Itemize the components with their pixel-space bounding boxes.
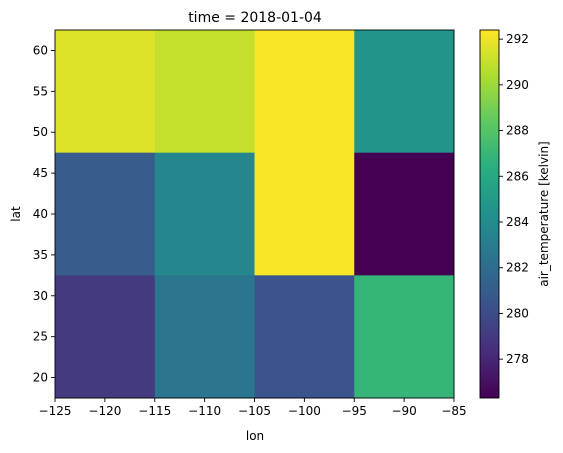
heatmap-cell bbox=[55, 275, 156, 399]
heatmap-cell bbox=[354, 30, 455, 154]
heatmap-cell bbox=[354, 275, 455, 399]
y-tick-label: 55 bbox=[33, 84, 48, 98]
heatmap-cell bbox=[154, 275, 255, 399]
chart-title: time = 2018-01-04 bbox=[188, 10, 322, 26]
y-axis-ticks: 20 25 30 35 40 45 50 55 60 bbox=[33, 43, 55, 385]
heatmap-cell bbox=[55, 152, 156, 276]
x-tick-label: −105 bbox=[238, 404, 271, 418]
colorbar-tick-label: 278 bbox=[506, 352, 529, 366]
colorbar-ticks: 278 280 282 284 286 288 290 292 bbox=[499, 32, 529, 366]
colorbar-tick-label: 280 bbox=[506, 306, 529, 320]
heatmap-cells bbox=[55, 30, 455, 399]
x-tick-label: −120 bbox=[88, 404, 121, 418]
y-tick-label: 40 bbox=[33, 207, 48, 221]
heatmap-cell bbox=[254, 152, 355, 276]
heatmap-cell bbox=[154, 30, 255, 154]
x-tick-label: −125 bbox=[39, 404, 72, 418]
y-tick-label: 50 bbox=[33, 125, 48, 139]
x-tick-label: −85 bbox=[441, 404, 466, 418]
colorbar-tick-label: 290 bbox=[506, 78, 529, 92]
colorbar-tick-label: 284 bbox=[506, 215, 529, 229]
heatmap-cell bbox=[254, 30, 355, 154]
y-axis-label: lat bbox=[9, 206, 23, 222]
y-tick-label: 45 bbox=[33, 166, 48, 180]
colorbar-tick-label: 288 bbox=[506, 124, 529, 138]
heatmap-cell bbox=[55, 30, 156, 154]
x-tick-label: −115 bbox=[138, 404, 171, 418]
x-axis-ticks: −125 −120 −115 −110 −105 −100 −95 −90 −85 bbox=[39, 398, 467, 418]
colorbar-tick-label: 282 bbox=[506, 261, 529, 275]
heatmap-cell bbox=[254, 275, 355, 399]
x-axis-label: lon bbox=[246, 429, 264, 443]
y-tick-label: 35 bbox=[33, 248, 48, 262]
colorbar-tick-label: 292 bbox=[506, 32, 529, 46]
y-tick-label: 25 bbox=[33, 330, 48, 344]
colorbar bbox=[479, 29, 500, 399]
colorbar-tick-label: 286 bbox=[506, 169, 529, 183]
x-tick-label: −110 bbox=[188, 404, 221, 418]
y-tick-label: 60 bbox=[33, 43, 48, 57]
x-tick-label: −95 bbox=[342, 404, 367, 418]
x-tick-label: −100 bbox=[288, 404, 321, 418]
y-tick-label: 20 bbox=[33, 371, 48, 385]
colorbar-label: air_temperature [kelvin] bbox=[537, 141, 551, 287]
x-tick-label: −90 bbox=[391, 404, 416, 418]
heatmap-cell bbox=[154, 152, 255, 276]
heatmap-cell bbox=[354, 152, 455, 276]
y-tick-label: 30 bbox=[33, 289, 48, 303]
